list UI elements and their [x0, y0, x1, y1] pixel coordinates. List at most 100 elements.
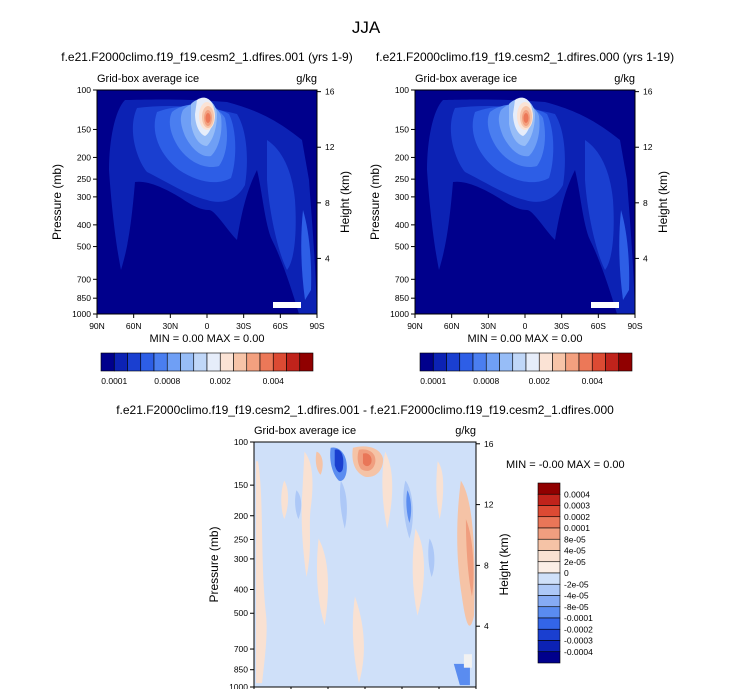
colorbar-box [286, 352, 301, 372]
colorbar-box [578, 352, 593, 372]
contour-fill [97, 90, 317, 314]
y-tick-label: 150 [77, 124, 91, 134]
plot-left-label: Grid-box average ice [254, 425, 356, 437]
colorbar-label: 0.0008 [473, 376, 499, 386]
colorbar-box [472, 352, 487, 372]
right-tick-label: 12 [325, 142, 335, 152]
x-tick-label: 90N [89, 321, 105, 331]
y-tick-label: 200 [395, 152, 409, 162]
y-axis-title-right: Height (km) [338, 171, 352, 233]
colorbar-box [552, 352, 567, 372]
colorbar-box [537, 572, 561, 585]
colorbar-box [538, 352, 553, 372]
colorbar-box [206, 352, 221, 372]
contour-field [415, 90, 635, 314]
y-tick-label: 100 [395, 85, 409, 95]
colorbar-box [537, 606, 561, 619]
colorbar-label: -0.0004 [564, 647, 593, 657]
y-tick-label: 1000 [229, 682, 248, 689]
colorbar-box [219, 352, 234, 372]
colorbar-box [537, 617, 561, 630]
y-tick-label: 250 [395, 174, 409, 184]
y-tick-label: 850 [395, 293, 409, 303]
x-tick-label: 30S [554, 321, 569, 331]
x-tick-label: 30N [481, 321, 497, 331]
colorbar-label: -0.0002 [564, 624, 593, 634]
panel-title: f.e21.F2000climo.f19_f19.cesm2_1.dfires.… [376, 50, 674, 64]
x-tick-label: 30S [236, 321, 251, 331]
y-tick-label: 400 [77, 220, 91, 230]
min-max-stats: MIN = 0.00 MAX = 0.00 [468, 333, 583, 345]
right-tick-label: 16 [643, 87, 653, 97]
colorbar-box [166, 352, 181, 372]
plot-left-label: Grid-box average ice [415, 73, 517, 85]
colorbar-box [618, 352, 633, 372]
y-tick-label: 250 [234, 534, 248, 544]
colorbar-box [233, 352, 248, 372]
y-tick-label: 700 [234, 644, 248, 654]
colorbar-box [537, 493, 561, 506]
y-tick-label: 100 [234, 437, 248, 447]
y-tick-label: 250 [77, 174, 91, 184]
colorbar-box [272, 352, 287, 372]
colorbar-box [525, 352, 540, 372]
colorbar-box [537, 538, 561, 551]
colorbar-box [193, 352, 208, 372]
y-tick-label: 850 [234, 665, 248, 675]
contour-field [97, 90, 317, 314]
x-tick-label: 90S [309, 321, 324, 331]
colorbar-label: 0.004 [263, 376, 285, 386]
colorbar-label: 0 [564, 568, 569, 578]
y-axis-title: Pressure (mb) [207, 526, 221, 602]
colorbar-box [446, 352, 461, 372]
right-tick-label: 8 [643, 198, 648, 208]
colorbar-label: 0.0001 [101, 376, 127, 386]
x-tick-label: 0 [205, 321, 210, 331]
colorbar-box [246, 352, 261, 372]
colorbar-box [537, 505, 561, 518]
right-tick-label: 16 [484, 439, 494, 449]
y-tick-label: 300 [395, 192, 409, 202]
colorbar-label: 0.0008 [154, 376, 180, 386]
page-title: JJA [352, 18, 381, 37]
colorbar-label: 0.0003 [564, 501, 590, 511]
x-tick-label: 60N [444, 321, 460, 331]
colorbar-box [113, 352, 128, 372]
right-tick-label: 12 [643, 142, 653, 152]
y-tick-label: 200 [77, 152, 91, 162]
y-tick-label: 300 [234, 554, 248, 564]
y-axis-title-right: Height (km) [656, 171, 670, 233]
colorbar-box [591, 352, 606, 372]
y-tick-label: 200 [234, 511, 248, 521]
y-tick-label: 500 [395, 242, 409, 252]
plot-left-label: Grid-box average ice [97, 73, 199, 85]
colorbar-label: -0.0001 [564, 613, 593, 623]
colorbar-box [537, 628, 561, 641]
colorbar-box [605, 352, 620, 372]
right-tick-label: 8 [484, 560, 489, 570]
contour-fill [254, 442, 476, 687]
colorbar-label: 0.0001 [420, 376, 446, 386]
colorbar-label: 0.002 [210, 376, 232, 386]
colorbar-label: -8e-05 [564, 602, 589, 612]
min-max-stats: MIN = 0.00 MAX = 0.00 [150, 333, 265, 345]
y-tick-label: 1000 [390, 309, 409, 319]
colorbar-box [565, 352, 580, 372]
colorbar-label: 0.004 [582, 376, 604, 386]
colorbar-box [537, 595, 561, 608]
colorbar-box [537, 527, 561, 540]
colorbar-label: 0.002 [529, 376, 551, 386]
colorbar-label: 8e-05 [564, 534, 586, 544]
contour-fill [415, 90, 635, 314]
panel-left: f.e21.F2000climo.f19_f19.cesm2_1.dfires.… [50, 50, 353, 386]
panel-title: f.e21.F2000climo.f19_f19.cesm2_1.dfires.… [116, 403, 614, 417]
plot-units-label: g/kg [614, 73, 635, 85]
x-tick-label: 60S [273, 321, 288, 331]
y-tick-label: 1000 [72, 309, 91, 319]
colorbar-box [537, 516, 561, 529]
contour-field [254, 442, 476, 687]
colorbar-box [499, 352, 514, 372]
right-tick-label: 12 [484, 500, 494, 510]
colorbar-box [537, 482, 561, 495]
